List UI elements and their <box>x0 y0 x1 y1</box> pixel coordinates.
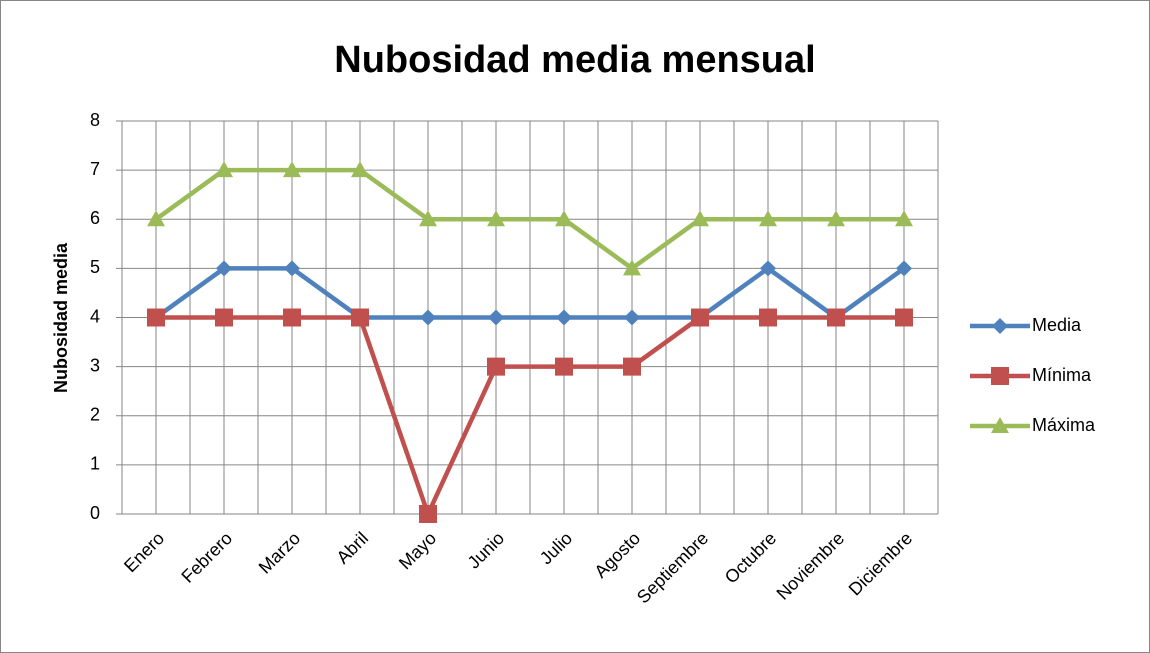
marker <box>895 308 913 327</box>
y-tick-label: 6 <box>90 208 100 228</box>
y-tick-label: 8 <box>90 110 100 130</box>
marker <box>691 210 709 227</box>
marker <box>420 309 436 326</box>
marker <box>555 210 573 227</box>
marker <box>555 357 573 376</box>
series-line <box>154 167 904 271</box>
marker <box>283 308 301 327</box>
marker <box>624 309 640 326</box>
y-tick-label: 5 <box>90 257 100 277</box>
marker <box>992 318 1008 334</box>
y-axis-label: Nubosidad media <box>51 242 71 393</box>
chart-title: Nubosidad media mensual <box>334 39 815 81</box>
marker <box>691 308 709 327</box>
marker <box>827 210 845 227</box>
marker <box>216 260 232 277</box>
marker <box>556 309 572 326</box>
marker <box>896 260 912 277</box>
marker <box>760 260 776 277</box>
y-tick-label: 7 <box>90 159 100 179</box>
marker <box>147 308 165 327</box>
marker <box>487 357 505 376</box>
marker <box>283 161 301 178</box>
marker <box>759 308 777 327</box>
marker <box>991 417 1009 433</box>
marker <box>991 367 1009 385</box>
y-tick-label: 4 <box>90 306 100 326</box>
marker <box>351 161 369 178</box>
y-tick-label: 2 <box>90 405 100 425</box>
y-tick-label: 0 <box>90 503 100 523</box>
legend-label: Media <box>1032 315 1082 335</box>
marker <box>623 357 641 376</box>
y-tick-label: 1 <box>90 454 100 474</box>
marker <box>284 260 300 277</box>
marker <box>487 210 505 227</box>
series-line <box>156 315 904 517</box>
marker <box>351 308 369 327</box>
marker <box>419 505 437 523</box>
y-tick-label: 3 <box>90 355 100 375</box>
legend-label: Mínima <box>1032 365 1092 385</box>
series-line <box>154 266 906 320</box>
marker <box>759 210 777 227</box>
marker <box>488 309 504 326</box>
marker <box>419 210 437 227</box>
marker <box>895 210 913 227</box>
marker <box>623 259 641 276</box>
marker <box>215 161 233 178</box>
legend-label: Máxima <box>1032 415 1096 435</box>
marker <box>827 308 845 327</box>
marker <box>147 210 165 227</box>
marker <box>215 308 233 327</box>
